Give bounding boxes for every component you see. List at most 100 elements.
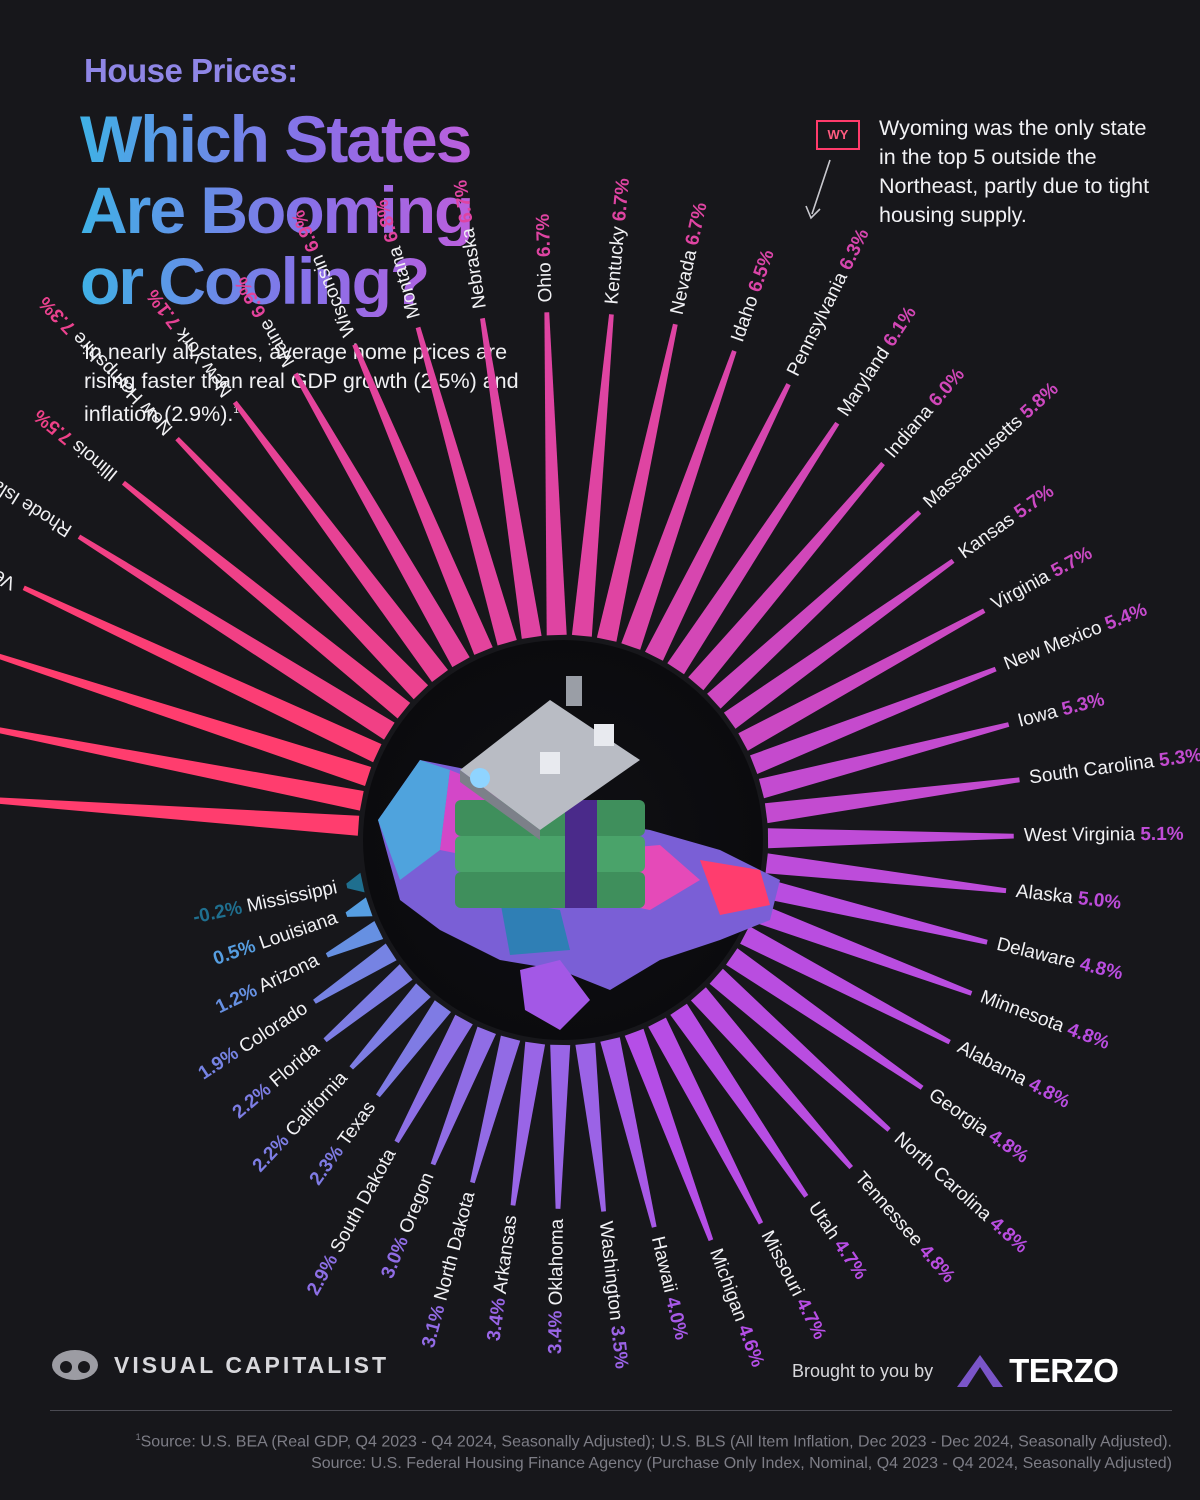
- state-name: Louisiana: [257, 907, 341, 954]
- value-label: 3.0%: [377, 1233, 413, 1281]
- bar-rhode-island: [77, 534, 395, 740]
- value-label: 2.2%: [249, 1130, 294, 1176]
- value-label: 6.7%: [682, 200, 712, 247]
- value-label: 6.7%: [533, 213, 555, 257]
- value-label: 4.0%: [661, 1295, 691, 1342]
- value-label: 4.8%: [985, 1126, 1033, 1168]
- label-pennsylvania: Pennsylvania 6.3%: [783, 225, 874, 379]
- state-name: New Hampshire: [68, 327, 177, 439]
- value-label: 2.2%: [229, 1079, 276, 1123]
- headline: Which States Are Booming or Cooling?: [80, 104, 600, 317]
- value-label: 5.1%: [1140, 824, 1184, 845]
- label-south-carolina: South Carolina 5.3%: [1028, 745, 1200, 789]
- bar-south-dakota: [394, 1014, 473, 1144]
- value-label: 5.0%: [1077, 888, 1123, 914]
- bar-colorado: [313, 943, 397, 1004]
- value-label: 5.4%: [1102, 599, 1150, 634]
- bar-nevada: [596, 323, 678, 642]
- label-new-york: New York 7.1%: [143, 285, 237, 401]
- sponsor-label: Brought to you by: [792, 1360, 934, 1381]
- bar-north-dakota: [470, 1035, 521, 1184]
- state-name: Indiana: [881, 401, 938, 462]
- label-maryland: Maryland 6.1%: [834, 303, 921, 421]
- state-name: West Virginia: [1024, 824, 1136, 846]
- label-kansas: Kansas 5.7%: [955, 481, 1058, 563]
- label-missouri: Missouri 4.7%: [757, 1227, 830, 1343]
- value-label: 4.8%: [1025, 1074, 1073, 1113]
- state-name: Massachusetts: [919, 411, 1026, 512]
- bar-idaho: [621, 350, 737, 650]
- bar-montana: [415, 326, 517, 646]
- value-label: 6.1%: [879, 303, 920, 351]
- state-name: Utah: [804, 1198, 844, 1243]
- kicker: House Prices:: [84, 52, 298, 89]
- bar-kansas: [723, 558, 955, 729]
- state-name: Illinois: [68, 435, 122, 485]
- value-label: 6.3%: [836, 225, 874, 273]
- value-label: 5.3%: [1158, 745, 1200, 771]
- bar-oregon: [430, 1026, 496, 1166]
- bar-massachusetts: [707, 510, 922, 709]
- label-west-virginia: West Virginia 5.1%: [1024, 824, 1184, 846]
- value-label: 2.9%: [303, 1251, 342, 1299]
- state-name: Ohio: [534, 262, 556, 303]
- state-name: South Carolina: [1028, 751, 1156, 788]
- bar-new-mexico: [750, 666, 997, 774]
- headline-line-2: Are Booming: [80, 175, 600, 246]
- state-name: Minnesota: [977, 987, 1067, 1038]
- state-name: Nebraska: [458, 226, 491, 310]
- label-indiana: Indiana 6.0%: [881, 364, 969, 462]
- state-name: Florida: [266, 1038, 324, 1092]
- brand-name: VISUAL CAPITALIST: [114, 1351, 390, 1378]
- state-name: New York: [172, 324, 237, 401]
- value-label: 4.8%: [915, 1241, 959, 1287]
- state-name: Pennsylvania: [783, 269, 852, 380]
- value-label: 6.7%: [609, 177, 634, 222]
- bar-minnesota: [751, 902, 973, 996]
- source-footnote-mark: 1: [135, 1432, 141, 1442]
- visual-capitalist-brand: VISUAL CAPITALIST: [50, 1348, 389, 1382]
- value-label: 3.5%: [606, 1325, 632, 1370]
- label-hawaii: Hawaii 4.0%: [647, 1234, 692, 1342]
- label-maine: Maine 6.9%: [231, 273, 299, 371]
- state-name: Texas: [334, 1098, 380, 1151]
- label-delaware: Delaware 4.8%: [995, 934, 1125, 985]
- bar-michigan: [624, 1028, 714, 1242]
- label-rhode-island: Rhode Island 7.6%: [0, 437, 76, 540]
- label-north-dakota: 3.1% North Dakota: [418, 1189, 479, 1350]
- label-arkansas: 3.4% Arkansas: [484, 1214, 522, 1342]
- value-label: 6.7%: [450, 178, 477, 224]
- bar-maryland: [667, 421, 840, 675]
- bar-california: [349, 983, 431, 1070]
- terzo-logo-icon: [957, 1355, 1004, 1387]
- label-kentucky: Kentucky 6.7%: [601, 177, 634, 305]
- state-name: Montana: [384, 244, 424, 321]
- label-wisconsin: Wisconsin 6.9%: [288, 207, 360, 340]
- value-label: 6.5%: [745, 247, 779, 295]
- value-label: -0.2%: [191, 897, 244, 928]
- state-name: North Carolina: [890, 1128, 996, 1225]
- callout-arrowhead: [805, 205, 821, 220]
- value-label: 3.4%: [484, 1296, 511, 1342]
- state-name: Kansas: [955, 509, 1019, 563]
- value-label: 7.5%: [30, 405, 77, 449]
- value-label: 6.8%: [371, 197, 403, 244]
- state-name: Rhode Island: [0, 463, 76, 540]
- state-name: Maine: [255, 315, 299, 370]
- state-name: Michigan: [705, 1246, 751, 1325]
- label-alaska: Alaska 5.0%: [1015, 881, 1122, 914]
- value-label: 5.3%: [1060, 689, 1107, 720]
- label-oklahoma: 3.4% Oklahoma: [545, 1218, 568, 1354]
- label-utah: Utah 4.7%: [804, 1198, 871, 1283]
- bar-utah: [670, 1003, 809, 1198]
- state-name: Delaware: [995, 934, 1078, 973]
- bar-mississippi: [346, 872, 365, 893]
- bar-texas: [376, 1000, 451, 1098]
- value-label: 7.1%: [143, 285, 186, 332]
- bar-vermont: [22, 585, 382, 763]
- bar-missouri: [648, 1017, 764, 1225]
- state-name: Kentucky: [601, 225, 629, 305]
- state-name: Missouri: [757, 1227, 808, 1299]
- value-label: 1.9%: [195, 1043, 243, 1084]
